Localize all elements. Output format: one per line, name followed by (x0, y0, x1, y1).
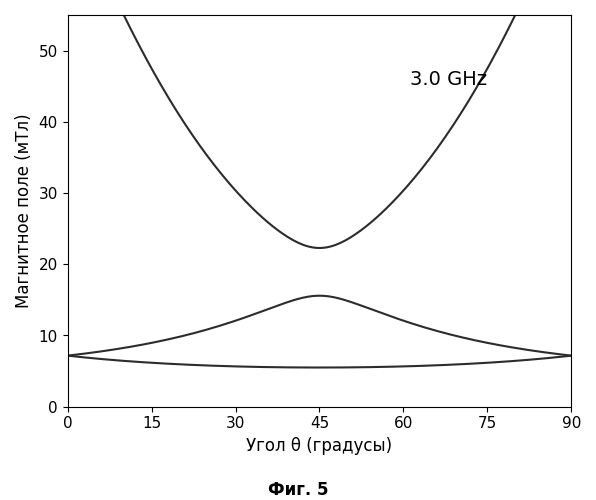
Text: 3.0 GHz: 3.0 GHz (409, 70, 487, 88)
Text: Фиг. 5: Фиг. 5 (268, 481, 328, 499)
Y-axis label: Магнитное поле (мТл): Магнитное поле (мТл) (15, 114, 33, 308)
X-axis label: Угол θ (градусы): Угол θ (градусы) (246, 437, 393, 455)
